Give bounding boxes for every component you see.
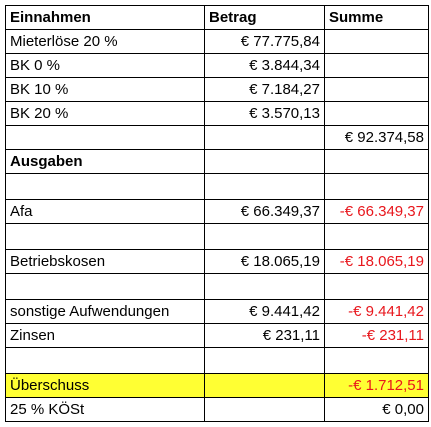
afa-summe-cell[interactable]: -€ 66.349,37 bbox=[324, 199, 429, 224]
header-summe-cell[interactable]: Summe bbox=[324, 5, 429, 30]
ausgaben-header-betrag-cell[interactable] bbox=[204, 149, 325, 174]
zinsen-betrag-cell[interactable]: € 231,11 bbox=[204, 323, 325, 348]
betriebskosen-betrag-cell[interactable]: € 18.065,19 bbox=[204, 249, 325, 274]
einnahmen-summe-label-cell[interactable] bbox=[5, 125, 205, 150]
bk10-label-cell[interactable]: BK 10 % bbox=[5, 77, 205, 102]
einnahmen-summe-betrag-cell[interactable] bbox=[204, 125, 325, 150]
empty-3-betrag-cell[interactable] bbox=[204, 273, 325, 300]
row-bk10: BK 10 % € 7.184,27 bbox=[5, 77, 429, 102]
header-einnahmen-cell[interactable]: Einnahmen bbox=[5, 5, 205, 30]
empty-3-summe-cell[interactable] bbox=[324, 273, 429, 300]
spreadsheet-table: Einnahmen Betrag Summe Mieterlöse 20 % €… bbox=[5, 5, 429, 422]
row-zinsen: Zinsen € 231,11 -€ 231,11 bbox=[5, 323, 429, 348]
bk10-betrag-cell[interactable]: € 7.184,27 bbox=[204, 77, 325, 102]
einnahmen-summe-cell[interactable]: € 92.374,58 bbox=[324, 125, 429, 150]
koest-label-cell[interactable]: 25 % KÖSt bbox=[5, 397, 205, 422]
empty-1-summe-cell[interactable] bbox=[324, 173, 429, 200]
empty-2-betrag-cell[interactable] bbox=[204, 223, 325, 250]
zinsen-summe-cell[interactable]: -€ 231,11 bbox=[324, 323, 429, 348]
row-empty-1 bbox=[5, 173, 429, 200]
row-ausgaben-header: Ausgaben bbox=[5, 149, 429, 174]
empty-4-label-cell[interactable] bbox=[5, 347, 205, 374]
bk20-label-cell[interactable]: BK 20 % bbox=[5, 101, 205, 126]
bk10-summe-cell[interactable] bbox=[324, 77, 429, 102]
row-ueberschuss: Überschuss -€ 1.712,51 bbox=[5, 373, 429, 398]
afa-betrag-cell[interactable]: € 66.349,37 bbox=[204, 199, 325, 224]
mieterloese-summe-cell[interactable] bbox=[324, 29, 429, 54]
betriebskosen-summe-cell[interactable]: -€ 18.065,19 bbox=[324, 249, 429, 274]
row-empty-4 bbox=[5, 347, 429, 374]
empty-4-summe-cell[interactable] bbox=[324, 347, 429, 374]
betriebskosen-label-cell[interactable]: Betriebskosen bbox=[5, 249, 205, 274]
bk0-betrag-cell[interactable]: € 3.844,34 bbox=[204, 53, 325, 78]
sonstige-summe-cell[interactable]: -€ 9.441,42 bbox=[324, 299, 429, 324]
bk20-summe-cell[interactable] bbox=[324, 101, 429, 126]
ueberschuss-betrag-cell[interactable] bbox=[204, 373, 325, 398]
bk20-betrag-cell[interactable]: € 3.570,13 bbox=[204, 101, 325, 126]
zinsen-label-cell[interactable]: Zinsen bbox=[5, 323, 205, 348]
header-betrag-cell[interactable]: Betrag bbox=[204, 5, 325, 30]
ueberschuss-summe-cell[interactable]: -€ 1.712,51 bbox=[324, 373, 429, 398]
empty-2-label-cell[interactable] bbox=[5, 223, 205, 250]
afa-label-cell[interactable]: Afa bbox=[5, 199, 205, 224]
row-koest: 25 % KÖSt € 0,00 bbox=[5, 397, 429, 422]
koest-betrag-cell[interactable] bbox=[204, 397, 325, 422]
ausgaben-header-cell[interactable]: Ausgaben bbox=[5, 149, 205, 174]
sonstige-label-cell[interactable]: sonstige Aufwendungen bbox=[5, 299, 205, 324]
empty-4-betrag-cell[interactable] bbox=[204, 347, 325, 374]
empty-2-summe-cell[interactable] bbox=[324, 223, 429, 250]
empty-1-betrag-cell[interactable] bbox=[204, 173, 325, 200]
bk0-summe-cell[interactable] bbox=[324, 53, 429, 78]
ausgaben-header-summe-cell[interactable] bbox=[324, 149, 429, 174]
empty-1-label-cell[interactable] bbox=[5, 173, 205, 200]
row-betriebskosen: Betriebskosen € 18.065,19 -€ 18.065,19 bbox=[5, 249, 429, 274]
row-einnahmen-summe: € 92.374,58 bbox=[5, 125, 429, 150]
ueberschuss-label-cell[interactable]: Überschuss bbox=[5, 373, 205, 398]
row-empty-3 bbox=[5, 273, 429, 300]
row-bk20: BK 20 % € 3.570,13 bbox=[5, 101, 429, 126]
row-bk0: BK 0 % € 3.844,34 bbox=[5, 53, 429, 78]
row-mieterloese: Mieterlöse 20 % € 77.775,84 bbox=[5, 29, 429, 54]
mieterloese-betrag-cell[interactable]: € 77.775,84 bbox=[204, 29, 325, 54]
row-empty-2 bbox=[5, 223, 429, 250]
header-row: Einnahmen Betrag Summe bbox=[5, 5, 429, 30]
mieterloese-label-cell[interactable]: Mieterlöse 20 % bbox=[5, 29, 205, 54]
sonstige-betrag-cell[interactable]: € 9.441,42 bbox=[204, 299, 325, 324]
bk0-label-cell[interactable]: BK 0 % bbox=[5, 53, 205, 78]
empty-3-label-cell[interactable] bbox=[5, 273, 205, 300]
row-sonstige: sonstige Aufwendungen € 9.441,42 -€ 9.44… bbox=[5, 299, 429, 324]
row-afa: Afa € 66.349,37 -€ 66.349,37 bbox=[5, 199, 429, 224]
koest-summe-cell[interactable]: € 0,00 bbox=[324, 397, 429, 422]
